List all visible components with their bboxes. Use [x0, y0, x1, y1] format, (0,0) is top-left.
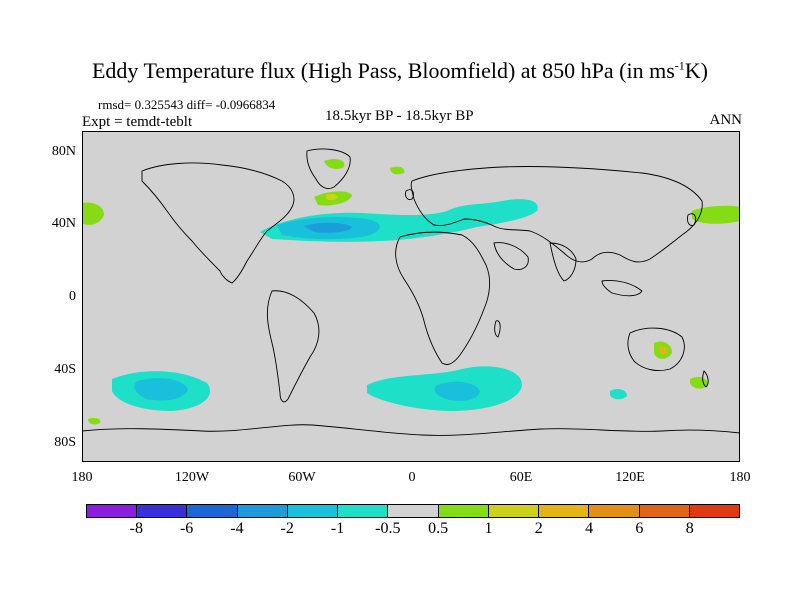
coast-new-zealand — [702, 370, 709, 388]
map-plot — [82, 131, 740, 462]
colorbar-label: 8 — [685, 520, 694, 537]
colorbar-label: -6 — [179, 520, 194, 537]
y-label-80n: 80N — [51, 144, 76, 159]
anomaly-scandinavia-positive — [390, 166, 405, 175]
x-label-120w: 120W — [174, 470, 210, 485]
coast-antarctica — [82, 424, 740, 436]
title-superscript: -1 — [674, 58, 685, 73]
coast-north-america — [141, 162, 295, 284]
anomaly-south-pacific-inner — [134, 378, 188, 401]
coast-madagascar — [494, 320, 501, 338]
coast-southeast-asia — [601, 280, 643, 297]
coast-arabia — [493, 242, 529, 270]
coast-uk — [405, 189, 415, 200]
anomaly-contours — [82, 159, 740, 425]
x-label-60w: 60W — [288, 470, 316, 485]
anomaly-australia-core — [659, 346, 668, 355]
anomaly-new-zealand-positive — [690, 377, 708, 389]
coast-eurasia — [410, 166, 703, 263]
colorbar-label: 4 — [585, 520, 594, 537]
colorbar-label: -1 — [330, 520, 345, 537]
y-label-80s: 80S — [54, 435, 76, 450]
anomaly-north-atlantic-core — [304, 222, 352, 233]
expt-label: Expt = temdt-teblt — [82, 114, 193, 130]
colorbar-swatch — [639, 505, 690, 517]
stats-label: rmsd= 0.325543 diff= -0.0966834 — [98, 97, 276, 112]
title-end: K) — [684, 58, 708, 83]
x-label-180w: 180 — [71, 470, 93, 485]
colorbar-label: -0.5 — [375, 520, 401, 537]
colorbar-swatch — [539, 505, 590, 517]
colorbar-label: 0.5 — [428, 520, 449, 537]
coast-japan — [687, 213, 697, 226]
map-frame — [82, 131, 740, 462]
colorbar-label: -2 — [280, 520, 294, 537]
coast-australia — [627, 327, 685, 372]
colorbar-label: -4 — [230, 520, 244, 537]
colorbar-swatch — [589, 505, 640, 517]
colorbar-swatch — [237, 505, 288, 517]
colorbar-swatch — [438, 505, 489, 517]
x-label-0: 0 — [408, 470, 416, 485]
x-label-180e: 180 — [729, 470, 751, 485]
coast-africa — [395, 231, 491, 366]
colorbar-label: -8 — [129, 520, 143, 537]
colorbar-swatch — [689, 505, 740, 517]
colorbar-label: 1 — [484, 520, 493, 537]
colorbar-label: 6 — [635, 520, 644, 537]
anomaly-south-pacific-small-positive — [88, 418, 101, 425]
colorbar-swatch — [338, 505, 389, 517]
colorbar-swatch — [137, 505, 188, 517]
colorbar-swatch — [388, 505, 439, 517]
plot-title: Eddy Temperature flux (High Pass, Bloomf… — [0, 58, 800, 84]
x-label-120e: 120E — [615, 470, 645, 485]
title-main: Eddy Temperature flux (High Pass, Bloomf… — [91, 58, 675, 83]
y-label-40n: 40N — [51, 216, 76, 231]
coast-greenland — [306, 148, 351, 190]
colorbar-swatch — [187, 505, 238, 517]
y-label-0: 0 — [69, 289, 76, 304]
coastlines — [82, 148, 740, 436]
anomaly-east-pacific-edge — [692, 205, 740, 224]
map-background — [82, 131, 740, 462]
y-label-40s: 40S — [54, 362, 76, 377]
anomaly-south-atlantic-inner — [434, 381, 480, 401]
colorbar-swatch — [488, 505, 540, 517]
anomaly-arctic-positive — [324, 159, 345, 169]
colorbar-swatch — [87, 505, 138, 517]
colorbar-label: 2 — [534, 520, 543, 537]
anomaly-west-pacific-edge — [82, 202, 104, 225]
anomaly-indian-ocean-small — [610, 388, 627, 400]
colorbar — [86, 504, 740, 518]
coast-south-america — [266, 290, 320, 403]
period-label: 18.5kyr BP - 18.5kyr BP — [325, 108, 474, 124]
colorbar-swatch — [287, 505, 339, 517]
anomaly-greenland-positive — [326, 194, 338, 201]
coast-india — [549, 242, 577, 282]
season-label: ANN — [709, 112, 743, 128]
x-label-60e: 60E — [509, 470, 533, 485]
